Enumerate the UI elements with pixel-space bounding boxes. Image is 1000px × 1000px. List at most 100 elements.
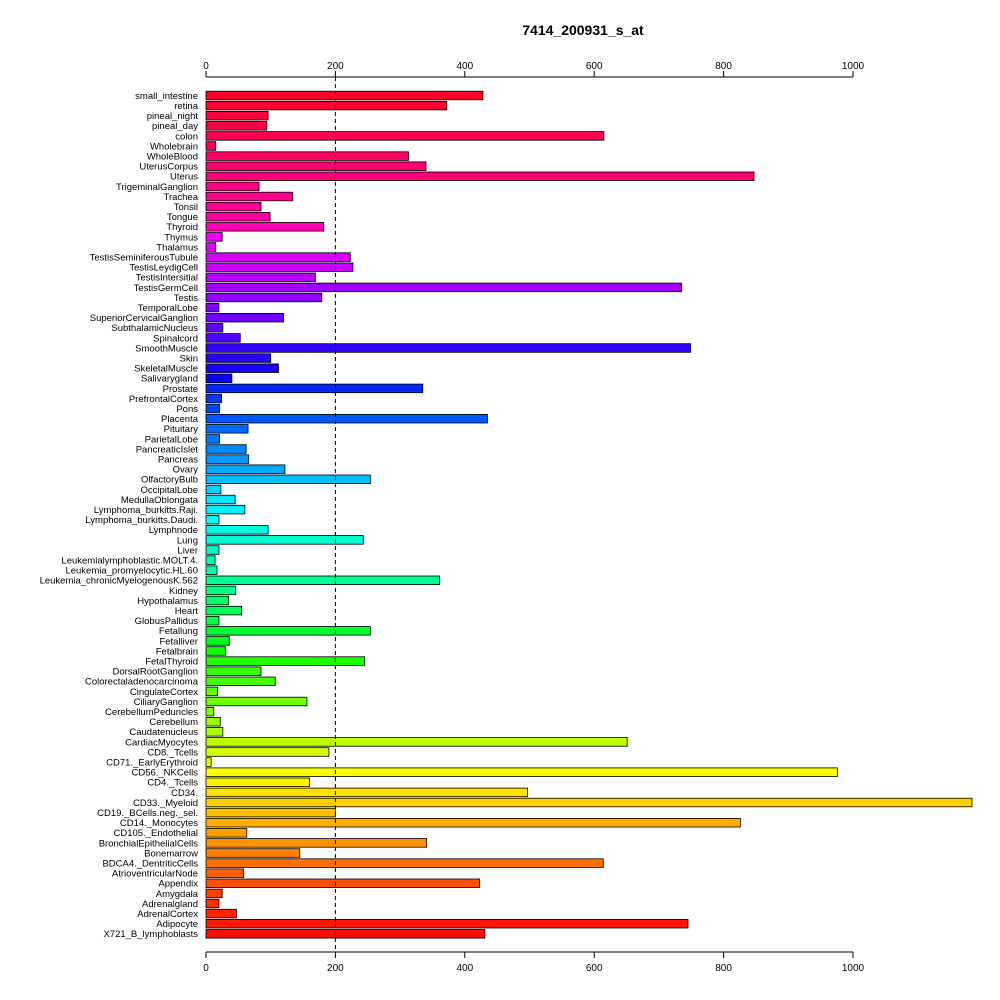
bar-78 [205,878,481,889]
category-label: Bonemarrow [144,848,198,859]
category-label: Cerebellum [149,717,198,728]
bar-65 [205,747,330,757]
bar-7 [205,161,427,171]
category-label: MedullaOblongata [121,495,199,506]
category-label: Liver [177,545,198,556]
category-label: BronchialEpithelialCells [99,838,199,849]
bar-32 [205,413,488,424]
category-label: Lymphnode [149,525,198,536]
bar-75 [205,848,301,858]
category-label: TestisSeminiferousTubule [90,253,198,264]
category-label: small_intestine [135,91,198,102]
bar-53 [205,626,371,636]
category-label: Skin [180,354,198,365]
bar-77 [205,868,244,878]
category-label: Heart [175,606,199,617]
bar-8 [205,171,755,182]
category-label: TestisLeydigCell [129,263,198,274]
category-label: CardiacMyocytes [125,737,198,748]
bar-6 [205,151,409,161]
x-tick-label: 200 [327,61,344,72]
category-label: colon [175,131,198,142]
category-label: CD4._Tcells [147,778,198,789]
bar-13 [205,222,325,232]
category-label: CD71._EarlyErythroid [106,758,198,769]
category-label: Fetalliver [159,636,198,647]
category-label: Appendix [158,879,198,890]
bar-73 [205,828,248,838]
bar-42 [205,515,220,525]
x-tick-label: 200 [327,963,344,974]
bar-16 [205,252,351,262]
bar-5 [205,141,217,151]
bar-31 [205,403,220,414]
category-label: UterusCorpus [139,162,198,173]
bar-52 [205,616,220,626]
category-label: Kidney [169,586,198,597]
category-label: Lymphoma_burkitts.Daudi. [85,515,198,526]
category-label: Testis [174,293,199,304]
category-label: TrigeminalGanglion [116,182,198,193]
category-label: DorsalRootGanglion [112,667,198,678]
bar-47 [205,565,218,575]
category-label: Pancreas [158,455,198,466]
category-label: Thyroid [166,222,198,233]
category-label: ParietalLobe [145,434,198,445]
category-label: Salivarygland [141,374,198,385]
category-label: Fetallung [159,626,198,637]
bars-group [205,90,973,939]
bar-0 [205,90,484,101]
bar-39 [205,484,222,495]
category-label: TemporalLobe [138,303,198,314]
bar-56 [205,656,365,666]
x-tick-label: 800 [715,963,732,974]
bar-30 [205,393,222,404]
bar-45 [205,545,220,555]
bar-38 [205,474,371,485]
category-label: CD105._Endothelial [113,828,198,839]
category-label: FetalThyroid [145,657,198,668]
bar-11 [205,201,262,212]
category-label: pineal_day [152,121,198,132]
category-label: Thalamus [156,242,198,253]
bar-23 [205,323,224,333]
bar-12 [205,211,271,222]
bar-33 [205,424,249,434]
bar-68 [205,777,310,788]
category-label: Tonsil [174,202,198,213]
category-label: retina [174,101,198,112]
bar-3 [205,121,268,131]
bar-50 [205,595,230,606]
category-label: CingulateCortex [130,687,198,698]
bar-9 [205,181,260,192]
category-label: Amygdala [156,889,199,900]
category-label: Spinalcord [153,333,198,344]
bar-25 [205,343,692,353]
bar-80 [205,898,220,909]
category-label: PancreaticIslet [136,444,199,455]
bar-22 [205,312,285,323]
bar-81 [205,908,237,919]
bar-35 [205,444,247,454]
bar-34 [205,434,220,444]
bar-41 [205,504,246,515]
category-label: Lung [177,535,198,546]
x-axis-top: 0 200 400 600 800 1000 [203,61,865,78]
bar-69 [205,787,528,798]
bar-55 [205,646,226,656]
bar-1 [205,100,448,111]
category-label: Fetalbrain [156,646,198,657]
bar-24 [205,333,241,343]
category-label: WholeBlood [147,152,198,163]
bar-57 [205,666,262,676]
category-label: Adrenalgland [142,899,198,910]
category-label: GlobusPallidus [135,616,199,627]
bar-17 [205,262,354,272]
category-label: CerebellumPeduncles [105,707,198,718]
category-label: AdrenalCortex [137,909,198,920]
category-label: pineal_night [147,111,199,122]
bar-79 [205,888,223,899]
category-label: TestisIntersitial [136,273,198,284]
category-label: BDCA4._DentriticCells [102,859,198,870]
category-label: PrefrontalCortex [129,394,198,405]
